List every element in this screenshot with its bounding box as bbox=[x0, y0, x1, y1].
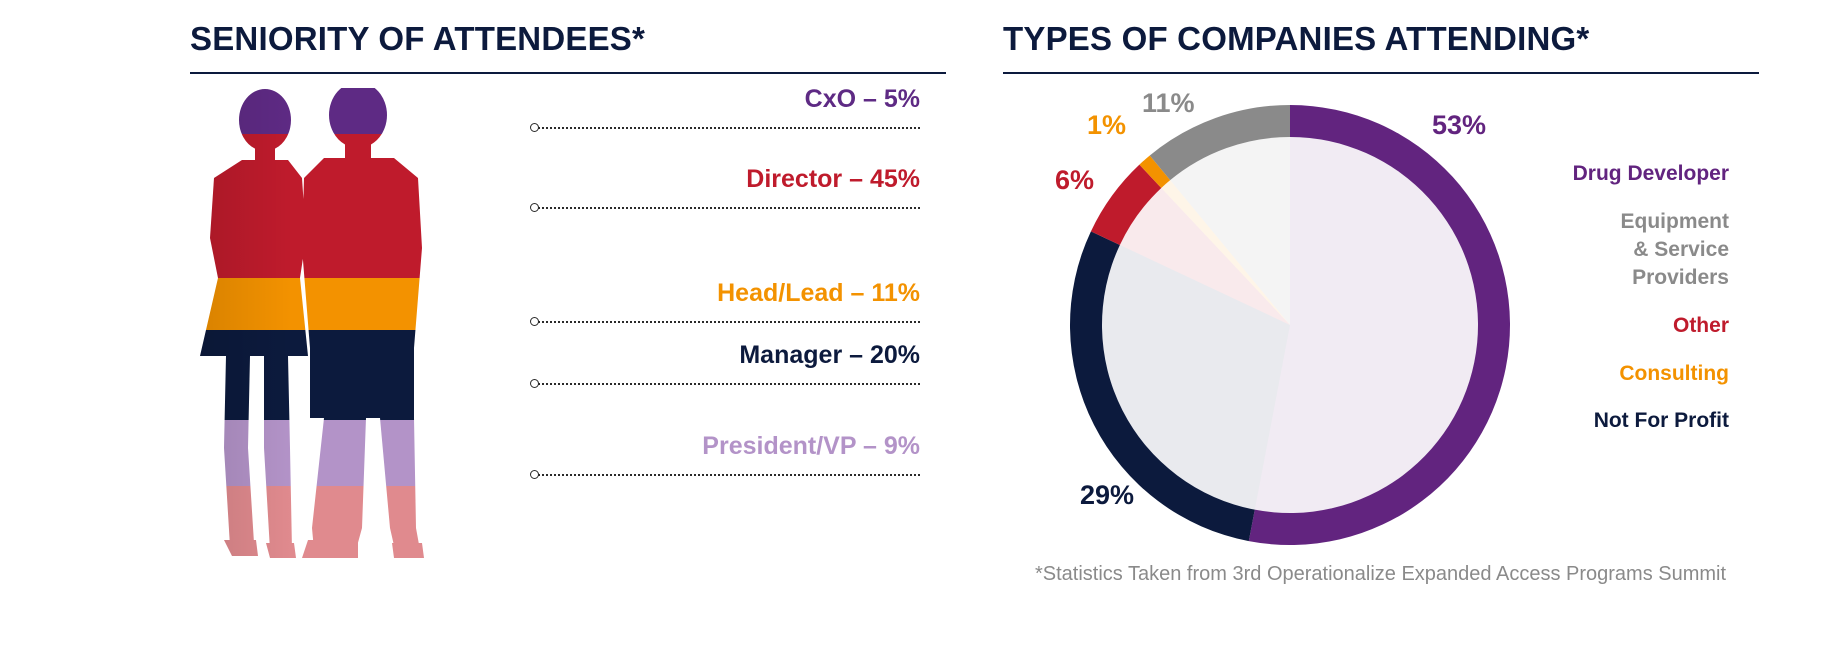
legend-drug-developer: Drug Developer bbox=[1572, 162, 1729, 185]
company-types-title-rule bbox=[1003, 72, 1759, 74]
leader-line bbox=[535, 383, 920, 385]
inner-wedge-not-for-profit bbox=[1102, 244, 1290, 510]
attendee-silhouettes bbox=[200, 88, 424, 558]
leader-dot bbox=[530, 203, 539, 212]
leader-dot bbox=[530, 123, 539, 132]
inner-wedge-equipment-service-providers bbox=[1170, 137, 1290, 325]
seniority-label-cxo: CxO – 5% bbox=[804, 85, 920, 113]
leader-line bbox=[535, 127, 920, 129]
legend-other: Other bbox=[1672, 314, 1729, 337]
donut-slice-equipment-service-providers bbox=[1149, 105, 1290, 181]
inner-wedge-consulting bbox=[1161, 180, 1290, 325]
leader-dot bbox=[530, 470, 539, 479]
legend-not-for-profit: Not For Profit bbox=[1593, 409, 1729, 432]
company-types-donut bbox=[1070, 105, 1510, 545]
pct-label-consulting: 1% bbox=[1087, 110, 1127, 140]
seniority-item-cxo: CxO – 5% bbox=[530, 85, 920, 145]
company-types-title: TYPES OF COMPANIES ATTENDING* bbox=[1003, 20, 1590, 57]
seniority-label-director: Director – 45% bbox=[746, 165, 920, 193]
pct-label-drug-developer: 53% bbox=[1432, 110, 1487, 140]
leader-line bbox=[535, 474, 920, 476]
seniority-title: SENIORITY OF ATTENDEES* bbox=[190, 20, 646, 57]
seniority-item-president-vp: President/VP – 9% bbox=[530, 432, 920, 492]
donut-slice-consulting bbox=[1139, 155, 1171, 188]
donut-slice-not-for-profit bbox=[1070, 231, 1255, 542]
leader-dot bbox=[530, 379, 539, 388]
pct-label-other: 6% bbox=[1055, 165, 1095, 195]
seniority-label-head-lead: Head/Lead – 11% bbox=[717, 279, 920, 307]
seniority-item-director: Director – 45% bbox=[530, 165, 920, 225]
leader-line bbox=[535, 207, 920, 209]
pct-label-not-for-profit: 29% bbox=[1080, 480, 1135, 510]
seniority-label-president-vp: President/VP – 9% bbox=[702, 432, 920, 460]
donut-slice-other bbox=[1090, 164, 1162, 245]
donut-slice-drug-developer bbox=[1248, 105, 1510, 545]
seniority-item-head-lead: Head/Lead – 11% bbox=[530, 279, 920, 339]
legend-consulting: Consulting bbox=[1619, 362, 1729, 385]
inner-wedge-other bbox=[1119, 187, 1290, 325]
inner-wedge-drug-developer bbox=[1254, 137, 1478, 513]
seniority-title-rule bbox=[190, 72, 946, 74]
leader-line bbox=[535, 321, 920, 323]
seniority-label-manager: Manager – 20% bbox=[739, 341, 920, 369]
pct-label-equipment: 11% bbox=[1142, 88, 1195, 118]
leader-dot bbox=[530, 317, 539, 326]
legend-equipment-service-providers: Equipment & Service Providers bbox=[1620, 210, 1730, 289]
statistics-footnote: *Statistics Taken from 3rd Operationaliz… bbox=[1035, 563, 1727, 585]
seniority-item-manager: Manager – 20% bbox=[530, 341, 920, 401]
